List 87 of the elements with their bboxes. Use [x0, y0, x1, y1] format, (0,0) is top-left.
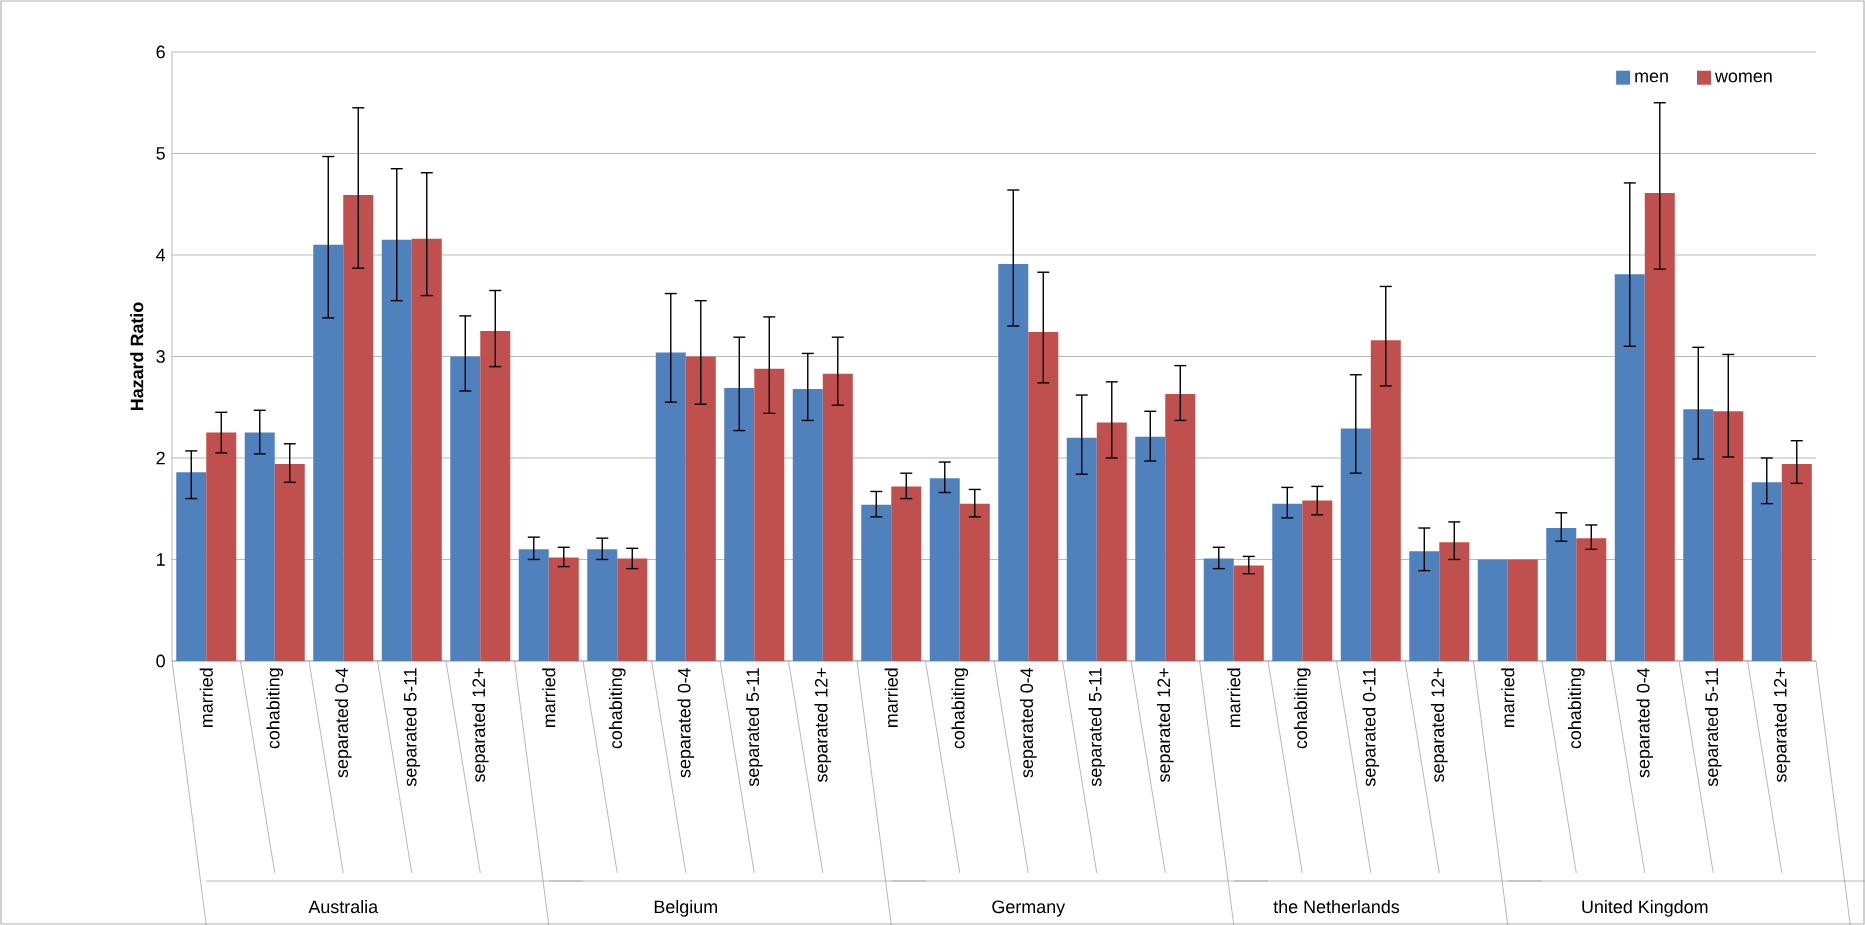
bar [206, 432, 237, 661]
text: Belgium [654, 899, 717, 917]
bar [1340, 428, 1371, 661]
y-tick-label: 0 [156, 654, 165, 668]
bar [1683, 409, 1714, 661]
x-tick-label: separated 12+ [1773, 668, 1791, 783]
bar [1028, 332, 1059, 661]
bar [1781, 464, 1812, 661]
x-tick-label: separated 0-11 [1362, 668, 1380, 787]
y-tick-label: 2 [156, 451, 165, 465]
bar [1233, 565, 1264, 661]
bar [929, 478, 960, 661]
bar [617, 558, 648, 661]
y-tick-label: 4 [156, 248, 166, 262]
bar [343, 195, 374, 661]
y-tick-label: 1 [157, 553, 165, 566]
bar [518, 549, 549, 661]
x-tick-label: married [199, 668, 213, 727]
x-tick-label: separated 5-11 [1088, 668, 1106, 787]
bar [1203, 558, 1234, 661]
bar [480, 331, 511, 661]
y-axis-title: Hazard Ratio [130, 302, 144, 411]
bar [313, 244, 344, 661]
text: United Kingdom [1582, 899, 1708, 917]
y-tick-label: 6 [156, 45, 165, 59]
bar [1576, 538, 1607, 661]
bar [1751, 482, 1782, 661]
bar [754, 368, 785, 661]
bar [411, 238, 442, 661]
text: Germany [992, 900, 1066, 917]
bar [244, 432, 275, 661]
x-tick-label: separated 0-4 [677, 667, 695, 778]
text: Australia [308, 899, 379, 914]
bar [1096, 422, 1127, 661]
bar [822, 373, 853, 661]
bar [1644, 193, 1675, 661]
text: the Netherlands [1273, 899, 1400, 914]
x-tick-label: separated 5-11 [745, 668, 763, 787]
bar [724, 387, 755, 661]
x-tick-label: cohabiting [1293, 668, 1311, 749]
x-tick-label: married [1501, 668, 1515, 727]
x-tick-label: separated 12+ [814, 668, 832, 783]
bar [176, 472, 207, 661]
y-tick-label: 3 [156, 350, 165, 363]
bar [792, 388, 823, 661]
x-tick-label: married [884, 668, 898, 727]
bar [1272, 503, 1303, 661]
x-tick-label: married [542, 668, 556, 727]
bar [1165, 394, 1196, 661]
bar [1302, 500, 1333, 661]
bar [998, 264, 1029, 661]
bar [655, 352, 686, 661]
bar [1439, 542, 1470, 661]
x-tick-label: separated 12+ [1430, 668, 1448, 783]
bar [548, 557, 579, 661]
bar [861, 504, 892, 661]
bar [1614, 274, 1645, 661]
x-tick-label: separated 0-4 [1636, 667, 1654, 778]
x-tick-label: separated 0-4 [1019, 667, 1037, 778]
x-tick-label: separated 12+ [471, 668, 489, 783]
x-tick-label: married [1227, 668, 1241, 727]
x-tick-label: separated 12+ [1156, 668, 1174, 783]
bar [1546, 528, 1577, 661]
bar [959, 503, 990, 661]
x-tick-label: cohabiting [1567, 668, 1585, 749]
bar [1370, 340, 1401, 661]
bar [587, 549, 618, 661]
legend-label: men [1635, 72, 1668, 83]
x-tick-label: cohabiting [266, 668, 284, 749]
x-tick-label: separated 5-11 [1704, 668, 1722, 787]
bar [1713, 411, 1744, 661]
bar [274, 464, 305, 661]
x-tick-label: cohabiting [951, 668, 969, 749]
x-tick-label: separated 5-11 [403, 668, 421, 787]
bar [1507, 559, 1538, 661]
x-tick-label: separated 0-4 [334, 667, 352, 778]
legend-label: women [1714, 72, 1772, 83]
bar [381, 239, 412, 661]
bar [1066, 437, 1097, 661]
bar [1409, 551, 1440, 661]
y-tick-label: 5 [156, 147, 165, 160]
x-tick-label: cohabiting [608, 668, 626, 749]
bar [1135, 436, 1166, 661]
bar [891, 486, 922, 661]
bar [1477, 559, 1508, 661]
bar [685, 356, 716, 661]
bar [450, 356, 481, 661]
